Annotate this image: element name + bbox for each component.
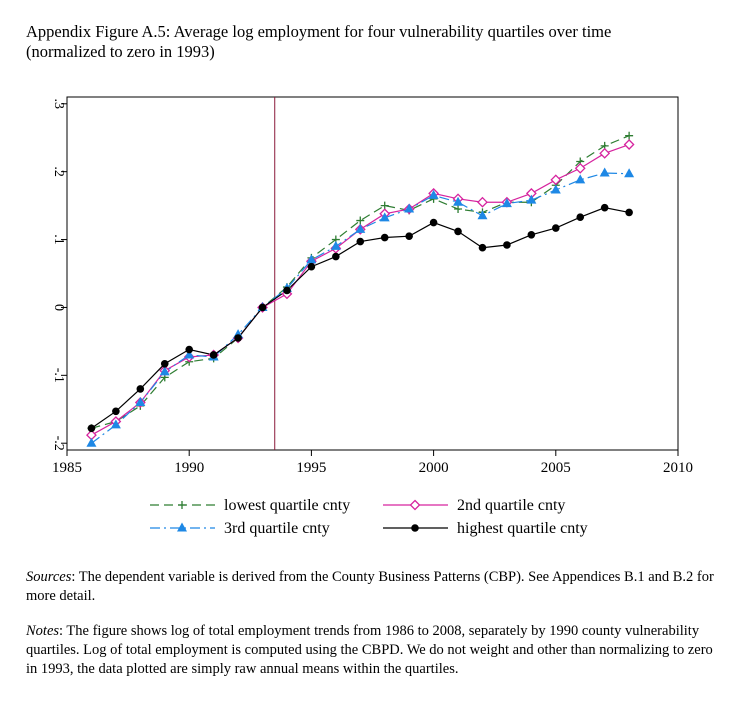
- data-point-series-2: [550, 174, 562, 186]
- plot-frame: [66, 96, 679, 451]
- data-point-series-3: [306, 254, 317, 264]
- x-tick-label: 2010: [663, 460, 693, 476]
- data-point-series-3: [575, 174, 586, 184]
- data-point-series-4: [307, 262, 316, 271]
- notes-text: : The figure shows log of total employme…: [26, 623, 713, 677]
- data-point-series-3: [330, 240, 341, 250]
- data-point-series-3: [526, 194, 537, 204]
- legend-label-3: 3rd quartile cnty: [224, 520, 330, 537]
- legend-label-1: lowest quartile cnty: [224, 497, 350, 514]
- y-tick-label: .3: [51, 99, 66, 110]
- data-point-series-3: [428, 189, 439, 199]
- data-point-series-2: [477, 196, 488, 208]
- data-point-series-4: [332, 252, 340, 261]
- x-tick-label: 2005: [541, 460, 571, 476]
- data-point-series-3: [355, 223, 366, 233]
- data-point-series-1: [454, 205, 463, 214]
- data-point-series-1: [380, 201, 389, 210]
- data-point-series-4: [576, 213, 585, 221]
- data-point-series-3: [477, 210, 488, 220]
- data-point-series-4: [600, 203, 609, 212]
- x-tick-label: 2000: [419, 460, 449, 476]
- data-point-series-4: [112, 407, 120, 416]
- notes-label: Notes: [26, 623, 60, 639]
- data-point-series-4: [405, 232, 413, 240]
- data-point-series-4: [185, 345, 193, 354]
- data-point-series-4: [503, 241, 511, 249]
- data-point-series-2: [599, 147, 611, 159]
- legend-label-4: highest quartile cnty: [457, 520, 588, 537]
- data-point-series-2: [574, 162, 586, 174]
- y-tick-label: .2: [51, 166, 66, 177]
- data-point-series-3: [135, 396, 146, 406]
- data-point-series-3: [550, 184, 561, 194]
- data-point-series-4: [454, 227, 462, 236]
- data-point-series-1: [625, 131, 634, 140]
- y-tick-label: -.2: [51, 436, 66, 451]
- data-point-series-4: [160, 359, 169, 368]
- data-point-series-3: [404, 203, 415, 213]
- data-point-series-4: [478, 243, 487, 252]
- series-line-2: [91, 143, 630, 436]
- data-point-series-4: [552, 224, 560, 232]
- y-tick-label: .1: [51, 234, 66, 245]
- series-line-3: [91, 172, 630, 444]
- data-point-series-4: [625, 208, 633, 217]
- data-point-series-4: [209, 351, 218, 359]
- data-point-series-4: [356, 237, 365, 246]
- line-chart: 1985 1990 1995 2000 2005 2010 -.2 -.1 0 .1 .2 .3 low…: [51, 96, 693, 537]
- data-point-series-4: [136, 385, 145, 393]
- series-line-1: [91, 135, 630, 429]
- data-point-series-3: [86, 437, 97, 447]
- data-point-series-4: [87, 424, 96, 433]
- sources-text: : The dependent variable is derived from…: [26, 569, 714, 604]
- data-point-series-3: [501, 198, 512, 208]
- data-point-series-4: [234, 334, 242, 342]
- data-point-series-3: [159, 366, 170, 376]
- data-point-series-3: [453, 196, 464, 206]
- data-point-series-4: [429, 218, 438, 227]
- data-point-series-4: [283, 286, 291, 295]
- data-point-series-3: [624, 168, 635, 178]
- x-tick-label: 1985: [52, 460, 82, 476]
- legend-marker-4: [411, 524, 419, 532]
- legend-marker-2: [409, 499, 421, 511]
- sources-label: Sources: [26, 569, 72, 585]
- caption-line-1: Appendix Figure A.5: Average log employm…: [26, 22, 612, 41]
- data-point-series-3: [379, 212, 390, 222]
- data-point-series-3: [184, 349, 195, 359]
- y-tick-label: 0: [51, 304, 66, 311]
- data-point-series-1: [356, 216, 365, 225]
- sources-note: Sources: The dependent variable is deriv…: [26, 568, 716, 606]
- data-point-series-4: [380, 233, 389, 242]
- data-point-series-3: [110, 419, 121, 429]
- figure-caption: Appendix Figure A.5: Average log employm…: [26, 22, 716, 62]
- data-point-series-2: [623, 139, 635, 150]
- notes-note: Notes: The figure shows log of total emp…: [26, 622, 716, 679]
- x-tick-label: 1990: [174, 460, 204, 476]
- y-tick-label: -.1: [51, 368, 66, 383]
- legend-marker-1: [178, 501, 186, 509]
- legend-marker-3: [177, 522, 187, 532]
- data-point-series-3: [599, 167, 610, 177]
- data-point-series-4: [527, 231, 536, 239]
- data-point-series-4: [258, 303, 267, 312]
- legend-label-2: 2nd quartile cnty: [457, 497, 565, 514]
- caption-line-2: (normalized to zero in 1993): [26, 42, 215, 61]
- x-tick-label: 1995: [296, 460, 326, 476]
